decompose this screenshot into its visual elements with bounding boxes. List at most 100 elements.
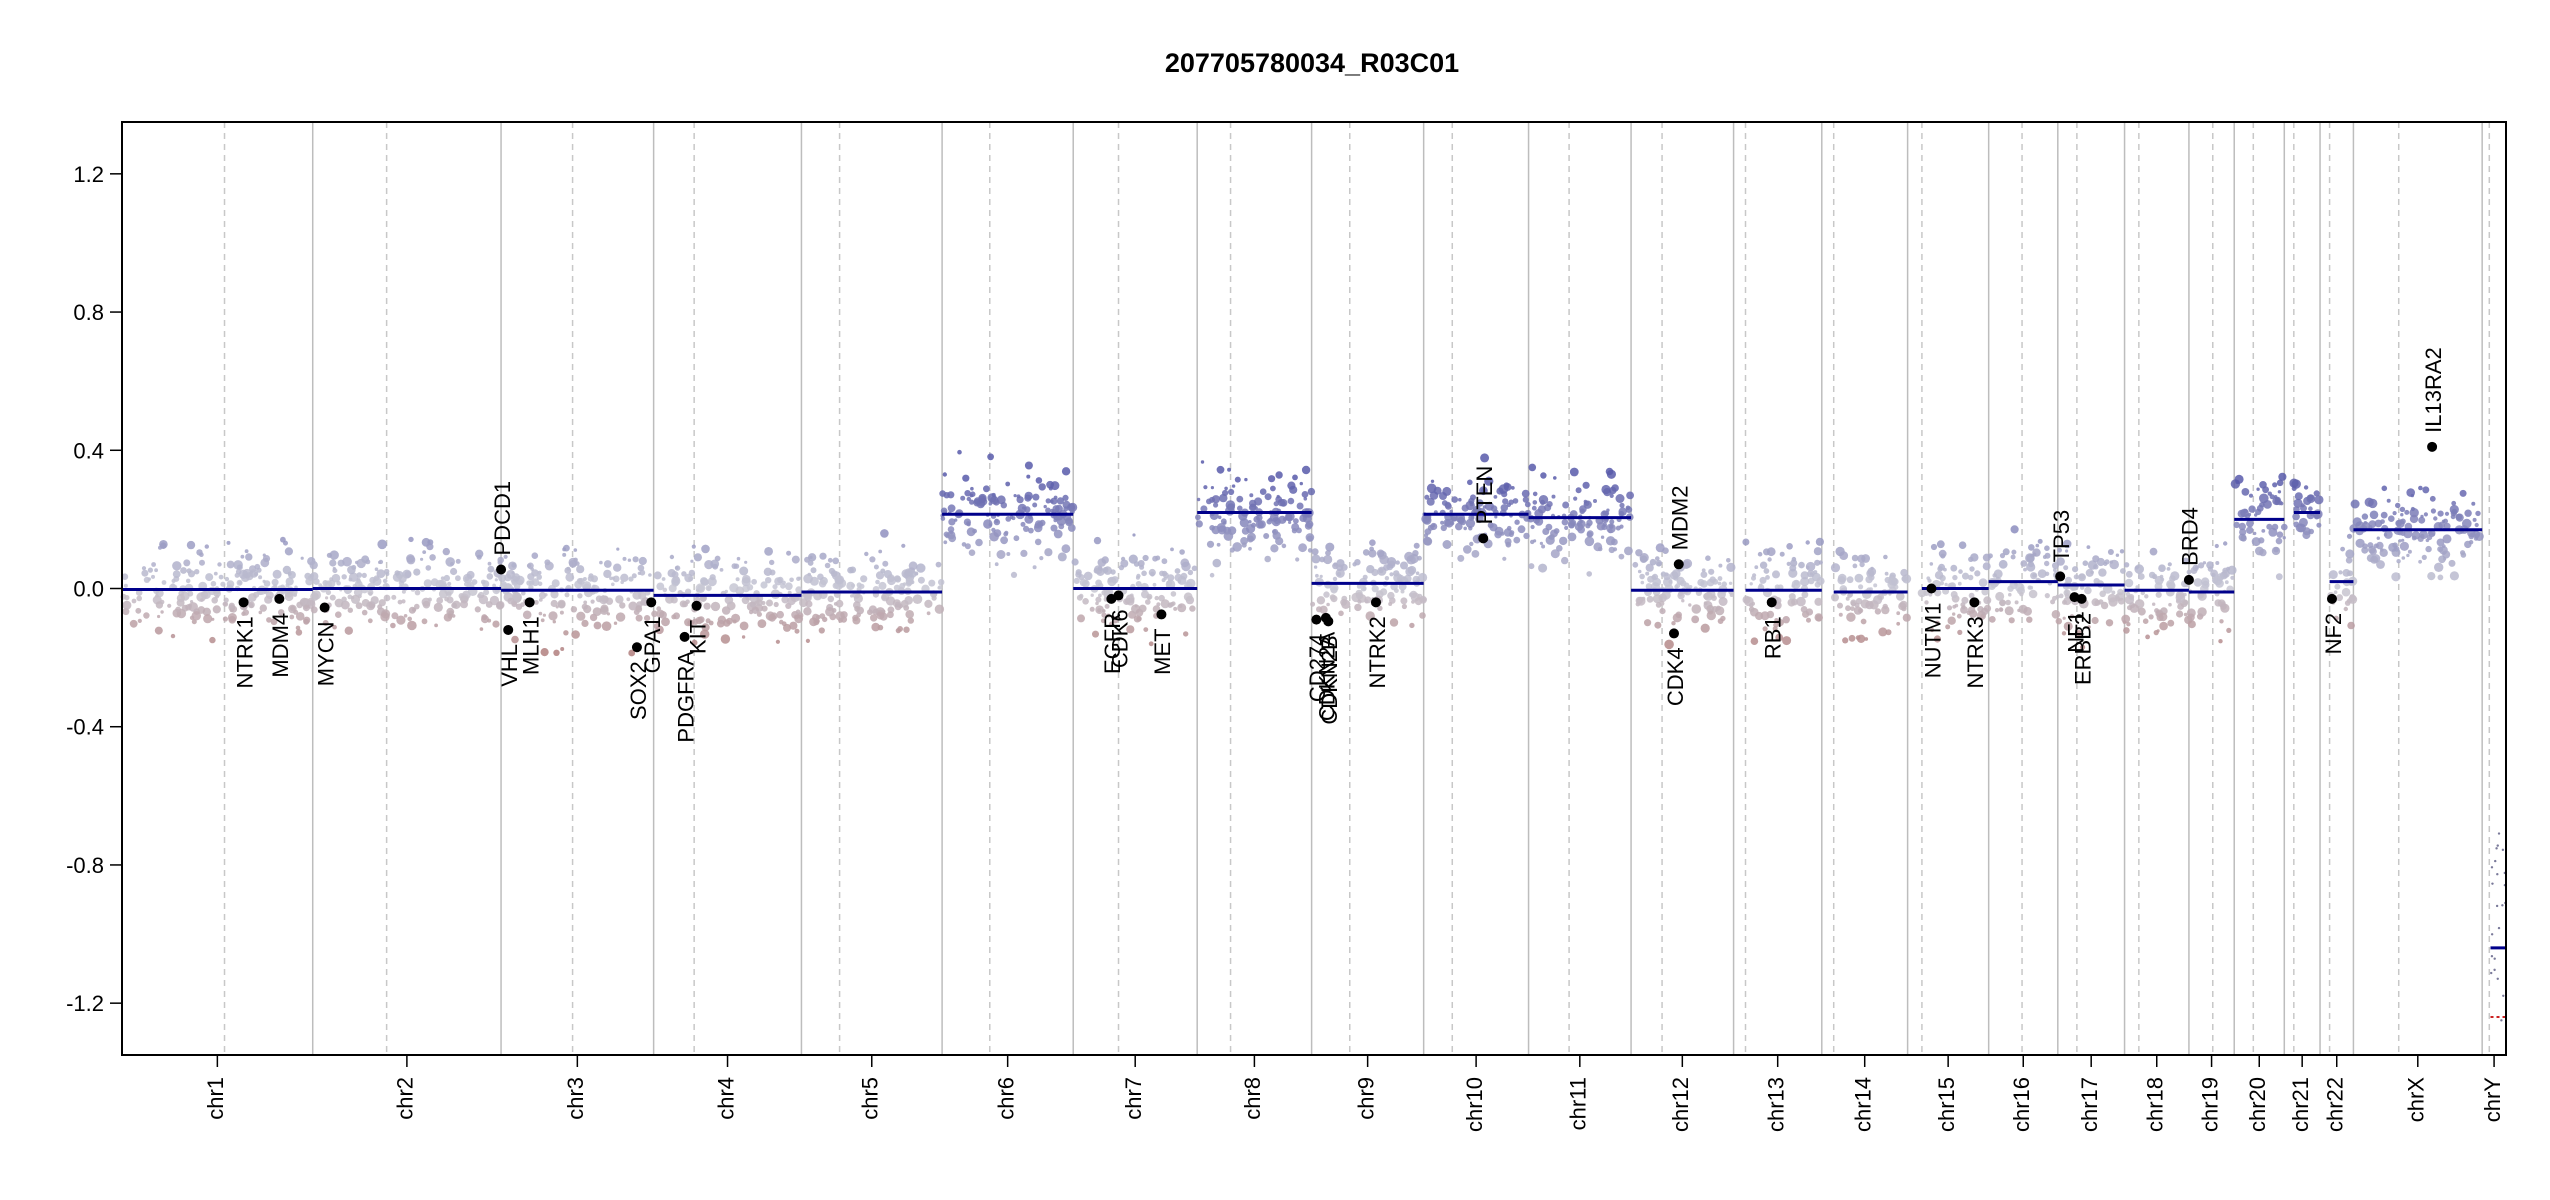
probe-point [1062,494,1069,501]
probe-point [1389,618,1399,627]
probe-point [878,581,887,590]
probe-point [1772,626,1778,632]
probe-point [2230,575,2235,580]
probe-point [1651,573,1659,581]
probe-point [2122,620,2127,624]
probe-point [1266,518,1273,525]
probe-point [1858,608,1864,614]
probe-point [344,626,353,635]
probe-point [217,562,222,567]
probe-point [2449,571,2459,581]
probe-point [2026,616,2033,623]
probe-point [887,576,896,586]
chromosome-label: chr5 [858,1077,883,1120]
probe-point [2314,495,2324,505]
probe-point [1943,567,1947,572]
probe-point [1463,545,1472,554]
probe-point [2198,562,2205,569]
probe-point [1163,576,1167,581]
probe-point [593,621,602,630]
probe-point [2186,569,2192,575]
probe-point [781,596,789,604]
probe-point [481,615,489,624]
gene-point [274,593,285,604]
probe-point [827,595,835,603]
probe-point [2276,479,2284,487]
probe-point [521,590,526,596]
probe-point [1961,605,1966,610]
gene-label: VHL [497,644,522,687]
probe-point [2182,557,2190,565]
probe-point [228,602,235,609]
probe-point [1315,573,1319,578]
probe-point [2428,531,2433,536]
probe-point [1135,575,1140,580]
probe-point [1173,606,1178,611]
probe-point [2159,574,2164,579]
probe-point [2052,595,2057,601]
probe-point [926,611,931,616]
probe-point [1805,565,1810,570]
probe-point [423,579,432,588]
probe-point [503,554,508,559]
probe-point [2502,994,2505,997]
probe-point [342,556,352,567]
probe-point [329,594,336,601]
probe-point [599,560,603,565]
gene-point [319,602,330,613]
probe-point [1987,553,1993,559]
probe-point [924,599,933,609]
probe-point [1508,531,1514,538]
probe-point [2433,516,2438,521]
probe-point [2266,523,2273,530]
probe-point [2159,621,2168,631]
probe-point [349,572,359,582]
probe-point [830,570,838,577]
probe-point [2338,570,2343,575]
probe-point [1044,548,1053,557]
probe-point [1104,603,1110,609]
probe-point [1767,557,1772,562]
probe-point [2166,579,2175,589]
probe-point [685,588,692,595]
probe-point [2423,512,2428,517]
probe-point [1852,563,1858,569]
gene-label: MLH1 [518,616,543,675]
probe-point [2062,616,2066,620]
probe-point [1159,570,1165,577]
probe-point [1228,488,1235,496]
gene-label: NUTM1 [1920,603,1945,679]
probe-point [497,556,505,564]
gene-point [1969,597,1980,608]
probe-point [1816,577,1825,586]
probe-point [394,570,400,576]
probe-point [2061,631,2067,636]
probe-point [1154,595,1159,601]
probe-point [1329,583,1339,593]
probe-point [1929,562,1934,566]
probe-point [2073,574,2079,580]
probe-point [693,553,703,562]
probe-point [1180,572,1188,580]
probe-point [1206,540,1215,548]
probe-point [2262,486,2270,494]
probe-point [1968,592,1975,599]
probe-point [939,490,946,497]
probe-point [422,550,427,554]
probe-point [474,606,481,613]
probe-point [121,573,129,580]
probe-point [787,596,796,606]
probe-point [2167,619,2175,627]
probe-point [710,601,721,612]
probe-point [1569,510,1578,518]
probe-point [1861,554,1870,563]
probe-point [612,575,620,583]
probe-point [2167,562,2172,567]
probe-point [1711,595,1717,601]
probe-point [2496,844,2499,847]
probe-point [1217,525,1227,535]
probe-point [2214,543,2219,549]
probe-point [2386,498,2391,503]
probe-point [1763,568,1770,574]
probe-point [1748,606,1755,613]
